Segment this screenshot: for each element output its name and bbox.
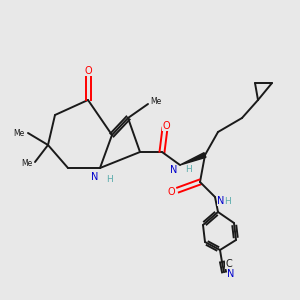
Text: O: O [167, 187, 175, 197]
Text: Me: Me [14, 128, 25, 137]
Text: Me: Me [21, 160, 32, 169]
Text: O: O [162, 121, 170, 131]
Text: H: H [185, 166, 192, 175]
Text: N: N [217, 196, 224, 206]
Text: H: H [224, 196, 231, 206]
Text: N: N [227, 269, 234, 279]
Polygon shape [180, 153, 206, 165]
Text: N: N [91, 172, 98, 182]
Text: Me: Me [150, 98, 161, 106]
Text: C: C [225, 259, 232, 269]
Text: H: H [106, 175, 113, 184]
Text: O: O [84, 66, 92, 76]
Text: N: N [169, 165, 177, 175]
